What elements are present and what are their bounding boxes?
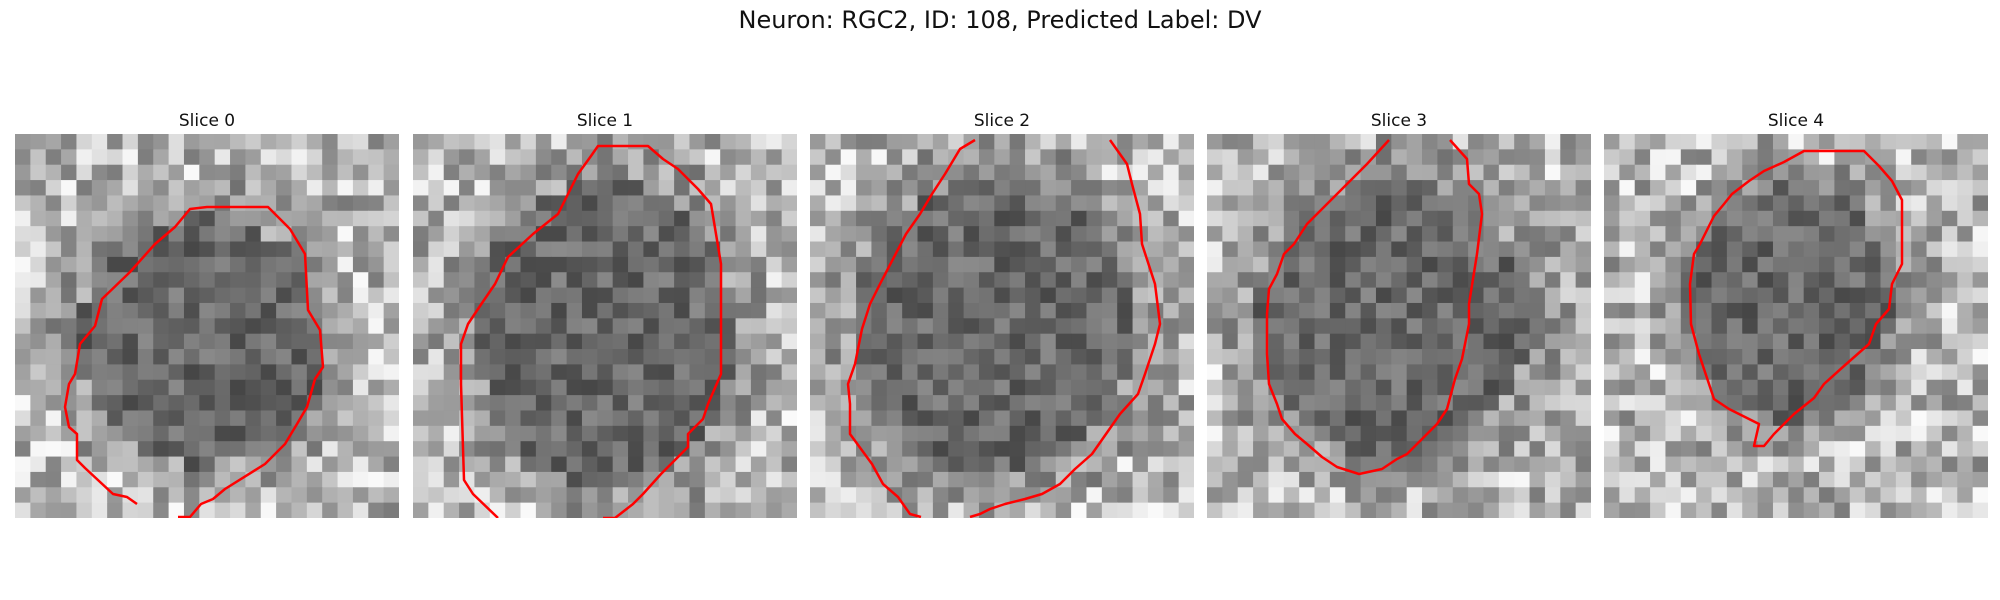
slice-title-3: Slice 3	[1370, 111, 1428, 131]
slice-panel-4: Slice 4	[1604, 108, 1988, 518]
slice-panel-1: Slice 1	[413, 108, 797, 518]
figure-title: Neuron: RGC2, ID: 108, Predicted Label: …	[738, 6, 1262, 34]
contour-3	[1265, 139, 1484, 476]
slice-image-3	[1207, 134, 1591, 518]
slice-title-4: Slice 4	[1767, 111, 1825, 131]
slice-title-0: Slice 0	[178, 111, 236, 131]
contour-1	[459, 144, 723, 518]
slice-panel-3: Slice 3	[1207, 108, 1591, 518]
slice-image-2	[810, 134, 1194, 518]
slice-svg-2	[810, 134, 1194, 518]
slice-image-0	[15, 134, 399, 518]
slice-svg-0	[15, 134, 399, 518]
slice-image-4	[1604, 134, 1988, 518]
slice-panel-0: Slice 0	[15, 108, 399, 518]
contour-4	[1688, 149, 1904, 448]
slice-image-1	[413, 134, 797, 518]
slice-title-2: Slice 2	[973, 111, 1031, 131]
contour-2	[846, 138, 1162, 518]
slice-svg-3	[1207, 134, 1591, 518]
slice-panel-2: Slice 2	[810, 108, 1194, 518]
slice-title-1: Slice 1	[576, 111, 634, 131]
slice-svg-1	[413, 134, 797, 518]
contour-0	[63, 205, 325, 518]
slice-svg-4	[1604, 134, 1988, 518]
